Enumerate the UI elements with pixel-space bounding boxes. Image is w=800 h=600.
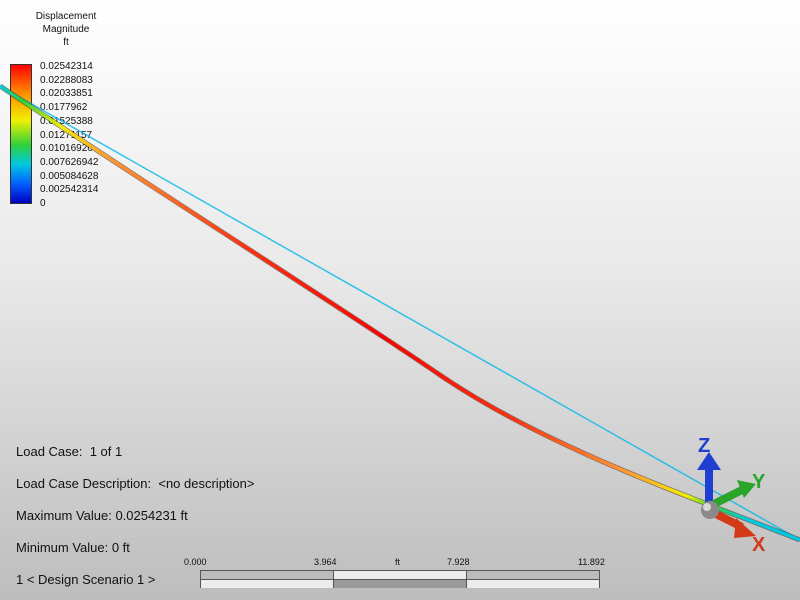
load-case-text: Load Case: 1 of 1 (16, 444, 123, 459)
z-axis-arrow (705, 465, 713, 505)
scale-unit-label: ft (395, 557, 401, 567)
z-axis-arrowhead (697, 452, 721, 470)
legend-value: 0.0177962 (40, 102, 88, 114)
y-axis-arrow (710, 486, 744, 509)
scale-tick-label: 3.964 (314, 557, 337, 567)
scale-tick-label: 11.892 (578, 557, 605, 567)
legend-value: 0.02542314 (40, 61, 93, 72)
legend-values: 0.02542314 0.02288083 0.02033851 0.01779… (40, 60, 98, 211)
legend-value: 0.02288083 (40, 74, 93, 86)
legend-value: 0.01271157 (40, 129, 93, 141)
z-axis-label: Z (698, 435, 710, 457)
triad-origin-highlight (703, 503, 711, 511)
legend-value: 0.01525388 (40, 115, 93, 127)
legend-value: 0.005084628 (40, 170, 99, 182)
x-axis-label: X (752, 534, 766, 555)
legend-title-line-3: ft (63, 37, 69, 48)
x-axis-arrowhead (734, 518, 756, 538)
minimum-value-text: Minimum Value: 0 ft (16, 540, 130, 555)
legend-title: Displacement Magnitude ft (24, 10, 108, 49)
scale-bar (200, 570, 600, 588)
deformed-beam[interactable] (0, 84, 800, 542)
triad-origin-sphere (701, 501, 719, 519)
legend-value: 0.007626942 (40, 156, 99, 168)
undeformed-beam-line (0, 85, 800, 541)
legend-value: 0.02033851 (40, 88, 93, 100)
legend-value: 0.002542314 (40, 184, 99, 196)
maximum-value-text: Maximum Value: 0.0254231 ft (16, 508, 188, 523)
legend-value: 0.01016926 (40, 143, 93, 155)
scale-tick-label: 7.928 (447, 557, 470, 567)
design-scenario-text: 1 < Design Scenario 1 > (16, 572, 156, 587)
legend-title-line-1: Displacement (35, 11, 97, 22)
scale-tick-label: 0.000 (184, 557, 207, 567)
y-axis-arrowhead (737, 480, 756, 498)
legend-value: 0 (40, 198, 46, 210)
legend-title-line-2: Magnitude (42, 24, 90, 35)
y-axis-label: Y (752, 471, 766, 493)
load-case-description-text: Load Case Description: <no description> (16, 476, 255, 491)
scale-ticks: 0.000 3.964 ft 7.928 11.892 (180, 557, 620, 569)
axis-triad[interactable]: Z Y X (690, 430, 790, 555)
